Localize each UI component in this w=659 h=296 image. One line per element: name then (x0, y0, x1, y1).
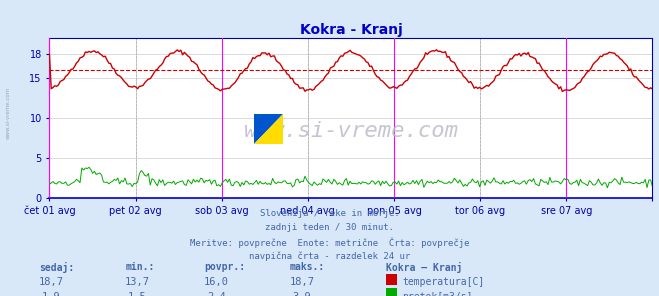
Text: 13,7: 13,7 (125, 277, 150, 287)
Polygon shape (254, 114, 283, 144)
Text: pretok[m3/s]: pretok[m3/s] (402, 292, 473, 296)
Text: min.:: min.: (125, 262, 155, 272)
Text: 18,7: 18,7 (39, 277, 64, 287)
Text: navpična črta - razdelek 24 ur: navpična črta - razdelek 24 ur (249, 251, 410, 261)
Text: zadnji teden / 30 minut.: zadnji teden / 30 minut. (265, 223, 394, 232)
Text: Meritve: povprečne  Enote: metrične  Črta: povprečje: Meritve: povprečne Enote: metrične Črta:… (190, 237, 469, 247)
Text: www.si-vreme.com: www.si-vreme.com (5, 86, 11, 139)
Text: 3,9: 3,9 (293, 292, 311, 296)
Text: temperatura[C]: temperatura[C] (402, 277, 484, 287)
Text: Slovenija / reke in morje.: Slovenija / reke in morje. (260, 209, 399, 218)
Text: 16,0: 16,0 (204, 277, 229, 287)
Text: 1,9: 1,9 (42, 292, 61, 296)
Text: 2,4: 2,4 (207, 292, 225, 296)
Text: povpr.:: povpr.: (204, 262, 245, 272)
Text: sedaj:: sedaj: (40, 262, 74, 273)
Text: maks.:: maks.: (290, 262, 325, 272)
Title: Kokra - Kranj: Kokra - Kranj (300, 23, 402, 37)
Text: 1,5: 1,5 (128, 292, 146, 296)
Text: 18,7: 18,7 (289, 277, 314, 287)
Polygon shape (254, 114, 283, 144)
Text: Kokra – Kranj: Kokra – Kranj (386, 262, 462, 273)
Text: www.si-vreme.com: www.si-vreme.com (244, 121, 458, 141)
